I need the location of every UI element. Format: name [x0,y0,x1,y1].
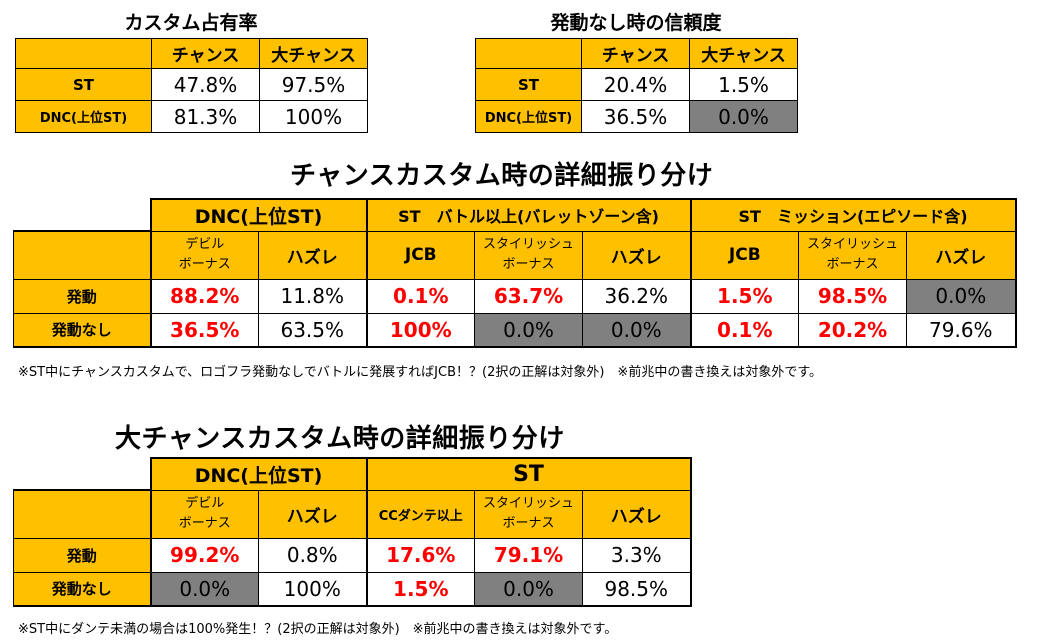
reliability-table: チャンス 大チャンス ST 20.4% 1.5% DNC(上位ST) 36.5%… [475,38,798,133]
reliability-row-label: ST [475,68,582,101]
chance-sub-header: ハズレ [906,230,1017,280]
bigchance-row-label: 発動 [13,537,151,573]
bigchance-sub-header: CCダンテ以上 [365,489,476,539]
chance-cell: 0.1% [689,312,800,348]
chance-sub-header: スタイリッシュ ボーナス [798,230,908,280]
chance-cell: 0.0% [582,312,692,348]
chance-cell: 100% [365,312,476,348]
chance-sub-header: ハズレ [582,230,692,280]
bigchance-cell: 0.0% [149,571,259,607]
chance-label-corner [13,230,151,280]
bigchance-sub-header: ハズレ [582,489,692,539]
bigchance-cell: 99.2% [149,537,259,573]
bigchance-title: 大チャンスカスタム時の詳細振り分け [115,424,565,454]
chance-sub-header: ハズレ [257,230,368,280]
bigchance-corner-blank [14,458,151,490]
bigchance-cell: 0.0% [474,571,584,607]
reliability-cell: 1.5% [689,68,798,101]
reliability-cell: 36.5% [581,100,690,133]
reliability-header-bigchance: 大チャンス [689,38,798,69]
reliability-title: 発動なし時の信頼度 [550,12,722,34]
chance-sub-header: JCB [689,230,800,280]
share-header-bigchance: 大チャンス [259,38,368,69]
bigchance-label-corner [13,489,151,539]
chance-cell: 63.7% [474,278,584,314]
bigchance-cell: 17.6% [365,537,476,573]
share-cell: 100% [259,100,368,133]
chance-row-label: 発動なし [13,312,151,348]
chance-cell: 0.1% [365,278,476,314]
share-header-chance: チャンス [151,38,260,69]
bigchance-sub-header: スタイリッシュ ボーナス [474,489,584,539]
bigchance-group-header: DNC(上位ST) [149,457,368,491]
chance-table: DNC(上位ST) ST バトル以上(バレットゾーン含) ST ミッション(エピ… [13,198,1017,348]
bigchance-group-header: ST [365,457,692,491]
bigchance-cell: 79.1% [474,537,584,573]
bigchance-sub-header: ハズレ [257,489,368,539]
bigchance-cell: 98.5% [582,571,692,607]
bigchance-cell: 1.5% [365,571,476,607]
share-row-label: DNC(上位ST) [15,100,152,133]
chance-group-header: ST バトル以上(バレットゾーン含) [365,198,692,232]
reliability-header-chance: チャンス [581,38,690,69]
reliability-cell: 0.0% [689,100,798,133]
share-cell: 81.3% [151,100,260,133]
share-corner [15,38,152,69]
chance-note: ※ST中にチャンスカスタムで、ロゴフラ発動なしでバトルに発展すればJCB！？(2… [18,365,823,380]
chance-cell: 63.5% [257,312,368,348]
chance-cell: 88.2% [149,278,259,314]
reliability-corner [475,38,582,69]
reliability-cell: 20.4% [581,68,690,101]
chance-title: チャンスカスタム時の詳細振り分け [290,161,714,191]
bigchance-cell: 3.3% [582,537,692,573]
chance-group-header: DNC(上位ST) [149,198,368,232]
bigchance-row-label: 発動なし [13,571,151,607]
chance-sub-header: デビル ボーナス [149,230,259,280]
chance-cell: 0.0% [474,312,584,348]
chance-cell: 11.8% [257,278,368,314]
bigchance-table: DNC(上位ST) ST デビル ボーナス ハズレ CCダンテ以上 スタイリッシュ… [13,457,692,607]
chance-corner-blank [14,199,151,231]
share-table: チャンス 大チャンス ST 47.8% 97.5% DNC(上位ST) 81.3… [15,38,368,133]
chance-sub-header: スタイリッシュ ボーナス [474,230,584,280]
chance-cell: 0.0% [906,278,1017,314]
bigchance-cell: 0.8% [257,537,368,573]
reliability-row-label: DNC(上位ST) [475,100,582,133]
share-row-label: ST [15,68,152,101]
share-cell: 97.5% [259,68,368,101]
bigchance-sub-header: デビル ボーナス [149,489,259,539]
chance-cell: 36.2% [582,278,692,314]
share-title: カスタム占有率 [124,12,258,34]
bigchance-note: ※ST中にダンテ未満の場合は100%発生！？(2択の正解は対象外) ※前兆中の書… [18,622,618,637]
chance-cell: 1.5% [689,278,800,314]
share-cell: 47.8% [151,68,260,101]
bigchance-cell: 100% [257,571,368,607]
chance-group-header: ST ミッション(エピソード含) [689,198,1017,232]
chance-row-label: 発動 [13,278,151,314]
chance-cell: 98.5% [798,278,908,314]
chance-cell: 36.5% [149,312,259,348]
chance-cell: 20.2% [798,312,908,348]
chance-sub-header: JCB [365,230,476,280]
chance-cell: 79.6% [906,312,1017,348]
